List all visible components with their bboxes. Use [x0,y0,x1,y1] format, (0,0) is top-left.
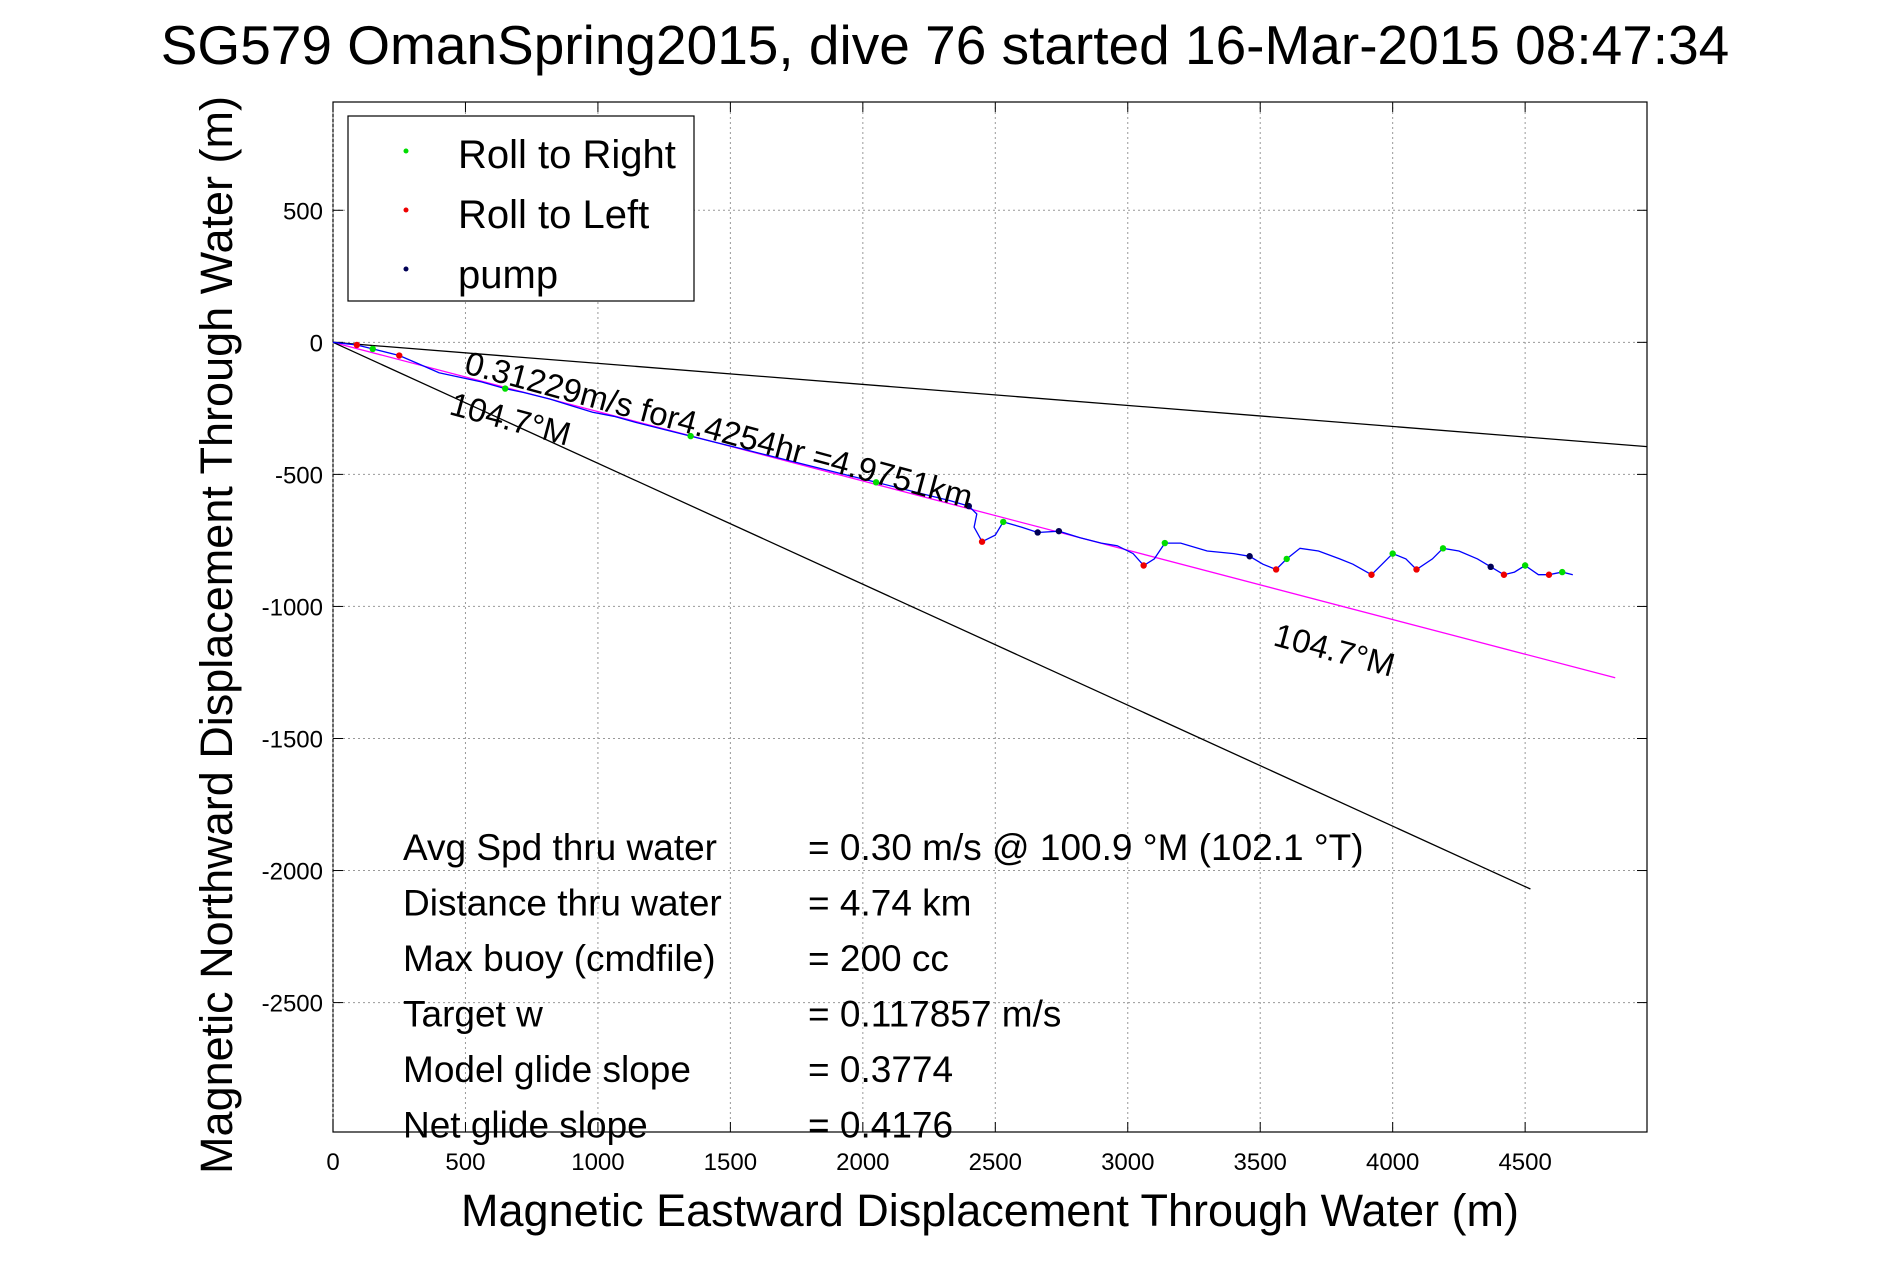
pump-point [1034,529,1041,536]
chart-title: SG579 OmanSpring2015, dive 76 started 16… [161,14,1730,76]
roll-right-point [1000,518,1007,526]
legend: Roll to Right Roll to Left pump [347,115,695,302]
bound-line [332,341,1648,448]
roll-right-point [1161,539,1169,547]
legend-marker-pump [403,266,409,272]
roll-left-point [1368,571,1375,578]
roll-left-point [978,538,986,545]
y-tick-label: -1000 [262,594,323,621]
summary-label: Target w [403,994,543,1035]
legend-label-roll-right: Roll to Right [458,133,676,177]
x-tick-label: 2000 [836,1149,889,1176]
y-tick-label: 0 [310,330,323,357]
roll-right-point [687,432,694,440]
x-tick-label: 1500 [704,1149,757,1176]
legend-label-roll-left: Roll to Left [458,193,649,237]
roll-right-point [1283,555,1290,563]
x-tick-label: 4500 [1498,1149,1551,1176]
legend-marker-roll-left [403,207,409,213]
summary-value: = 0.30 m/s @ 100.9 °M (102.1 °T) [808,827,1364,868]
roll-right-point [369,345,376,353]
y-tick-label: -2000 [262,859,323,886]
summary-value: = 0.4176 [808,1105,953,1146]
y-axis-label: Magnetic Northward Displacement Through … [191,96,242,1174]
summary-value: = 0.117857 m/s [808,994,1061,1035]
series [332,341,1573,578]
x-tick-label: 4000 [1366,1149,1419,1176]
summary-label: Max buoy (cmdfile) [403,938,716,979]
grid [332,102,1647,1132]
roll-right-point [1559,568,1566,576]
roll-right-point [501,385,509,392]
pump-point [1246,553,1253,560]
roll-right-point [1521,562,1529,569]
y-tick-label: -500 [275,462,323,489]
x-tick-label: 2500 [969,1149,1022,1176]
legend-marker-roll-right [403,148,409,154]
pump-point [1055,527,1063,535]
y-tick-label: -2500 [262,991,323,1018]
pump-point [965,502,973,510]
axis-ticks: 0 500 1000 1500 2000 2500 3000 3500 4000 45005000… [262,102,1647,1176]
x-tick-label: 3000 [1101,1149,1154,1176]
summary-value: = 200 cc [808,938,949,979]
summary-stats: Avg Spd thru water = 0.30 m/s @ 100.9 °M … [403,827,1364,1146]
summary-label: Avg Spd thru water [403,827,717,868]
roll-left-point [1545,571,1553,578]
x-tick-label: 3500 [1234,1149,1287,1176]
legend-label-pump: pump [458,253,558,297]
summary-label: Distance thru water [403,883,722,924]
summary-label: Model glide slope [403,1049,691,1090]
y-tick-label: 500 [283,198,323,225]
x-tick-label: 0 [326,1149,339,1176]
roll-right-point [872,479,880,486]
roll-left-point [1413,566,1420,573]
roll-left-point [353,341,361,349]
roll-left-point [1500,571,1508,578]
roll-left-point [396,352,403,359]
x-tick-label: 1000 [571,1149,624,1176]
y-tick-label: -1500 [262,726,323,753]
roll-right-point [1439,545,1447,552]
roll-right-point [1389,550,1396,557]
summary-value: = 4.74 km [808,883,972,924]
roll-left-point [1272,566,1280,573]
pump-point [1487,563,1494,571]
summary-label: Net glide slope [403,1105,648,1146]
summary-value: = 0.3774 [808,1049,953,1090]
roll-left-point [1140,562,1147,569]
x-axis-label: Magnetic Eastward Displacement Through W… [461,1185,1519,1236]
x-tick-label: 500 [445,1149,485,1176]
bound-line [332,341,1531,890]
